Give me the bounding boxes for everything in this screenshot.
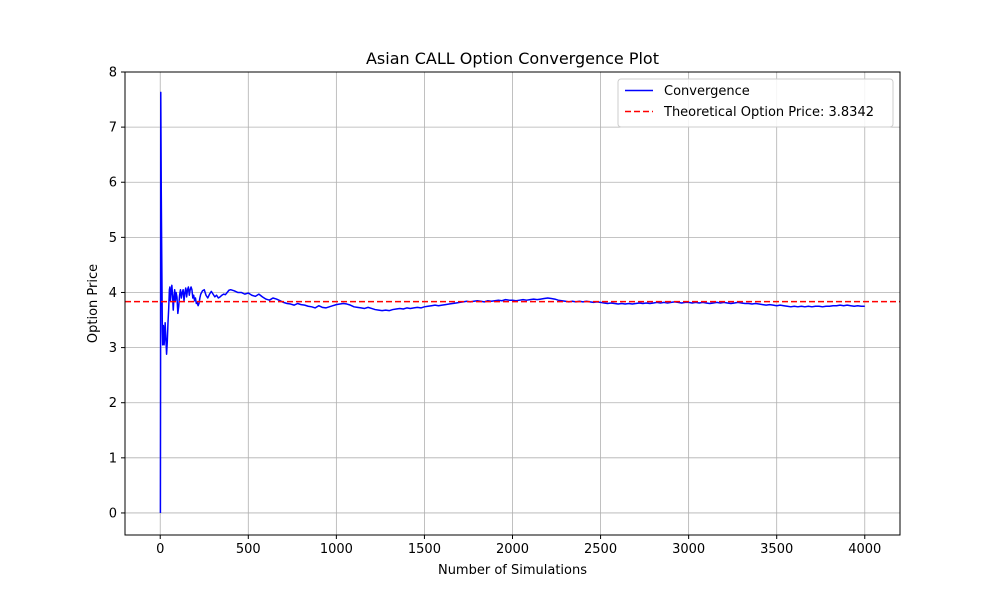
x-axis-label: Number of Simulations — [438, 563, 587, 578]
legend-convergence-label: Convergence — [664, 84, 750, 99]
plot-area — [125, 91, 900, 513]
y-tick-label: 4 — [109, 286, 117, 301]
y-tick-label: 8 — [109, 66, 117, 81]
legend: Convergence Theoretical Option Price: 3.… — [617, 78, 894, 128]
legend-box — [617, 78, 894, 128]
x-tick-label: 1000 — [320, 542, 353, 557]
chart-title: Asian CALL Option Convergence Plot — [366, 49, 659, 68]
x-tick-label: 500 — [236, 542, 261, 557]
x-tick-label: 3000 — [672, 542, 705, 557]
x-tick-label: 3500 — [760, 542, 793, 557]
y-tick-label: 6 — [109, 176, 117, 191]
grid — [125, 71, 900, 535]
convergence-series-line — [159, 91, 865, 513]
legend-theoretical-label: Theoretical Option Price: 3.8342 — [663, 105, 874, 120]
y-axis-label: Option Price — [86, 264, 101, 343]
y-tick-label: 1 — [109, 451, 117, 466]
y-tick-label: 5 — [109, 231, 117, 246]
x-tick-label: 0 — [156, 542, 164, 557]
y-tick-label: 3 — [109, 341, 117, 356]
y-tick-label: 7 — [109, 121, 117, 136]
x-tick-label: 2000 — [496, 542, 529, 557]
x-tick-label: 4000 — [848, 542, 881, 557]
x-axis-ticks: 0 500 1000 1500 2000 2500 3000 3500 4000 — [156, 535, 881, 557]
y-axis-ticks: 0 1 2 3 4 5 6 7 8 — [109, 66, 125, 521]
x-tick-label: 2500 — [584, 542, 617, 557]
y-tick-label: 0 — [109, 506, 117, 521]
y-tick-label: 2 — [109, 396, 117, 411]
x-tick-label: 1500 — [408, 542, 441, 557]
